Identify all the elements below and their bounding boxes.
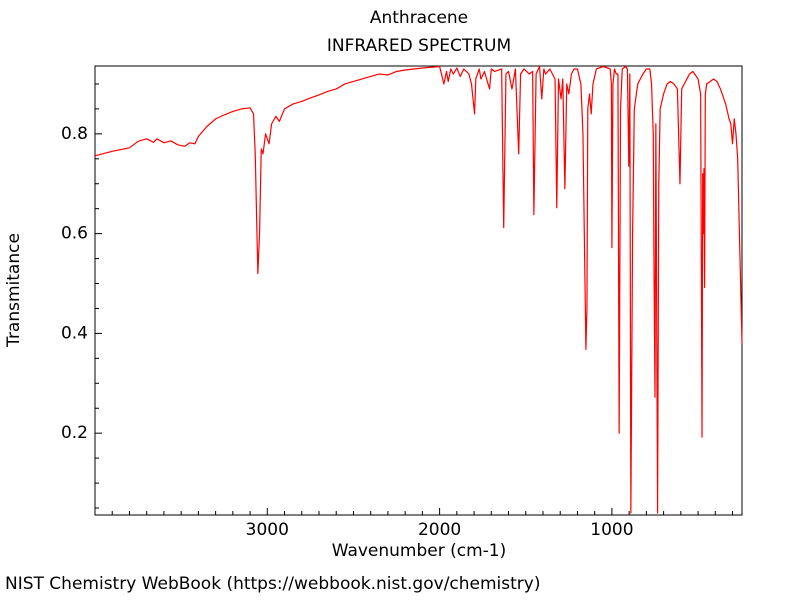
footer: NIST Chemistry WebBook (https://webbook.…: [5, 574, 540, 594]
y-tick-label: 0.2: [61, 423, 88, 443]
y-tick-label: 0.8: [61, 124, 88, 144]
y-tick-label: 0.6: [61, 224, 88, 244]
x-tick-label: 2000: [418, 520, 461, 540]
x-axis-label: Wavenumber (cm-1): [332, 541, 507, 561]
chart-title: Anthracene: [370, 8, 468, 28]
spectrum-line: [94, 65, 743, 514]
y-axis-label: Transmitance: [4, 233, 24, 348]
plot-frame: [94, 65, 743, 516]
y-tick-label: 0.4: [61, 323, 88, 343]
x-tick-label: 3000: [246, 520, 289, 540]
chart-subtitle: INFRARED SPECTRUM: [327, 36, 511, 56]
x-tick-label: 1000: [590, 520, 633, 540]
